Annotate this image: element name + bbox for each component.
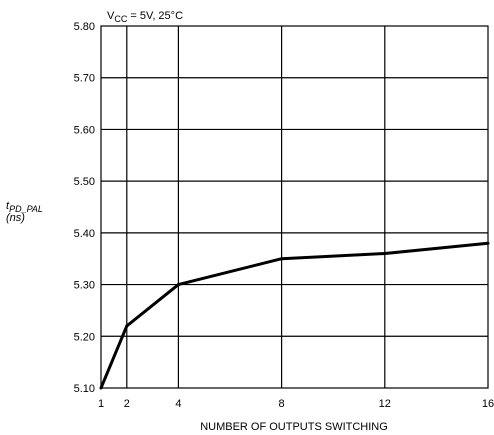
x-tick-labels: 1 2 4 8 12 16 [98,398,494,410]
series-point [99,386,103,390]
condition-suffix: = 5V, 25°C [127,10,183,22]
series-point [383,252,387,256]
y-axis-title-t: t [6,200,10,212]
y-tick-label: 5.60 [74,124,95,136]
y-tick-label: 5.20 [74,331,95,343]
x-tick-label: 8 [279,398,285,410]
y-tick-label: 5.30 [74,280,95,292]
y-tick-labels: 5.10 5.20 5.30 5.40 5.50 5.60 5.70 5.80 [74,21,95,395]
series-point [280,257,284,261]
y-axis-title: tPD_PAL [6,200,43,214]
series-line [99,241,489,389]
x-tick-label: 1 [98,398,104,410]
series-point [486,241,490,245]
condition-subscript: CC [114,14,127,24]
y-axis-title-subscript: PD_PAL [9,204,43,214]
y-axis-unit: (ns) [6,212,25,224]
condition-label: VCC = 5V, 25°C [107,10,183,24]
grid-lines [101,26,488,388]
y-tick-label: 5.10 [74,383,95,395]
x-tick-label: 16 [482,398,494,410]
series-group [99,241,490,390]
y-tick-label: 5.80 [74,21,95,33]
condition-prefix: V [107,10,115,22]
y-tick-label: 5.70 [74,73,95,85]
series-point [125,324,129,328]
series-point [176,283,180,287]
x-axis-title: NUMBER OF OUTPUTS SWITCHING [200,421,388,433]
plot-frame [100,25,489,389]
y-tick-label: 5.40 [74,228,95,240]
y-tick-label: 5.50 [74,176,95,188]
x-tick-label: 2 [124,398,130,410]
x-tick-label: 4 [175,398,181,410]
x-tick-label: 12 [379,398,391,410]
